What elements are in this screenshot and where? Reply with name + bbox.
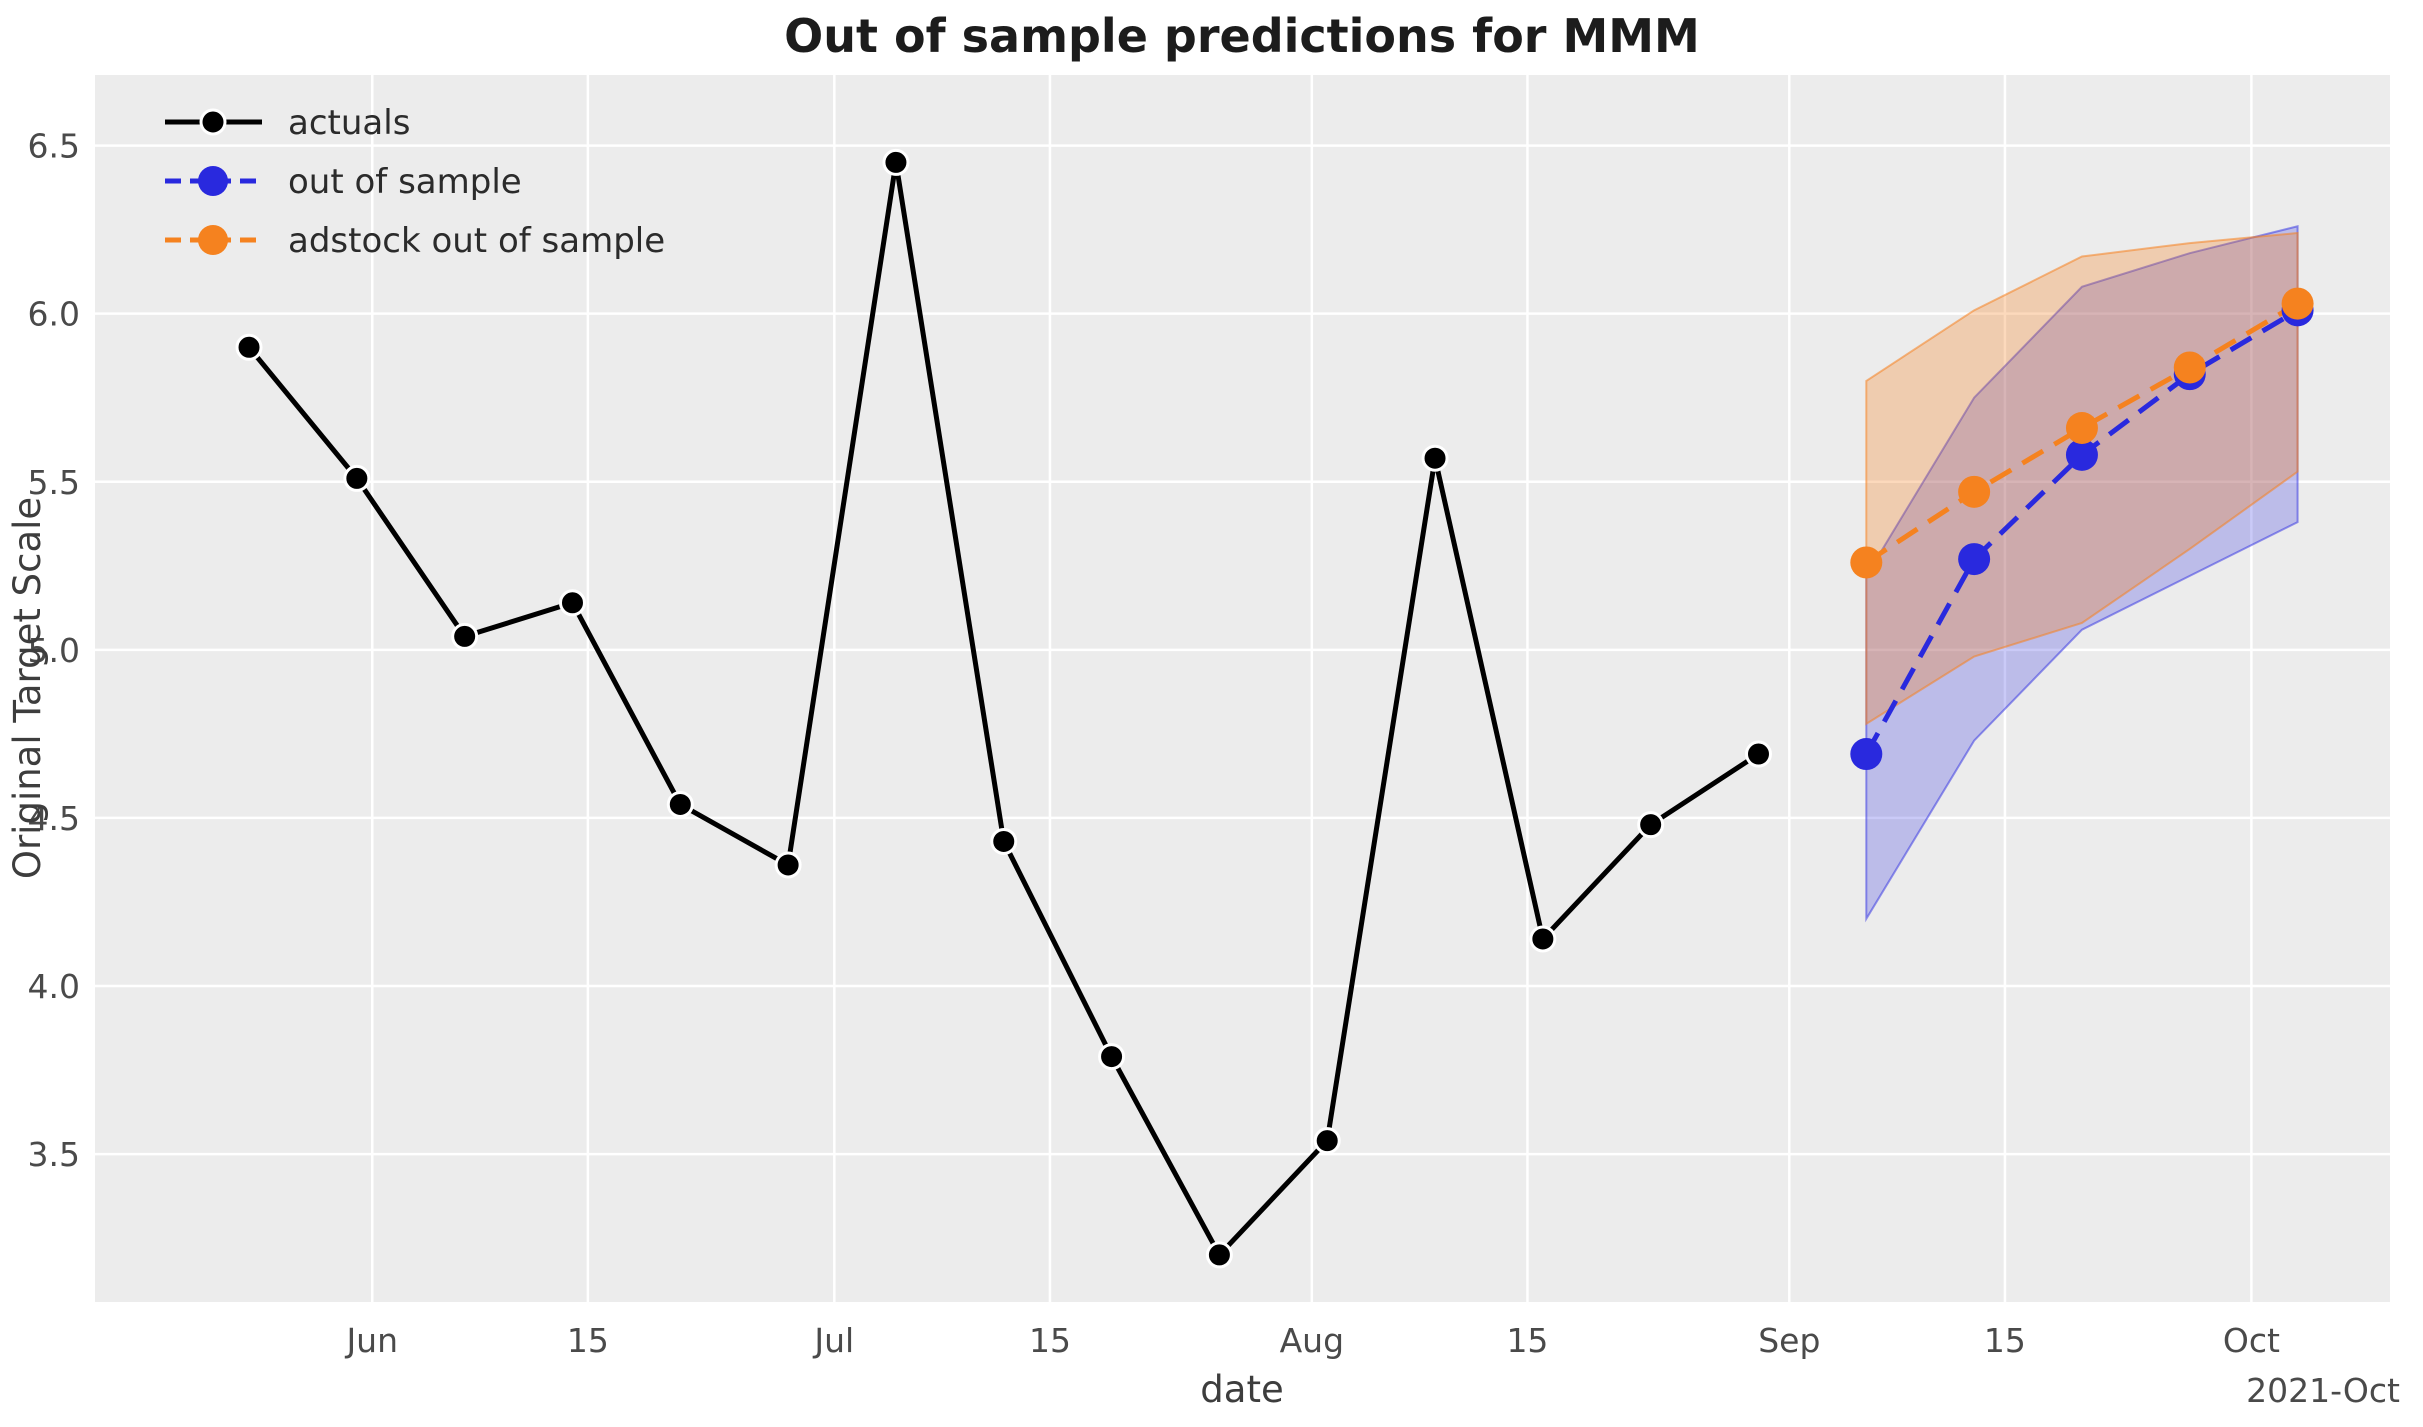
x-tick-label: 15: [567, 1321, 609, 1360]
legend-item: actuals: [165, 103, 410, 143]
y-tick-label: 3.5: [28, 1135, 80, 1174]
plot-background: [95, 75, 2390, 1302]
actuals-marker: [774, 851, 802, 879]
actuals-marker: [235, 333, 263, 361]
x-tick-label: Aug: [1280, 1321, 1344, 1360]
adstock-out-of-sample-marker: [1958, 475, 1991, 508]
y-tick-label: 4.5: [28, 799, 80, 838]
actuals-marker: [451, 622, 479, 650]
actuals-marker: [1205, 1241, 1233, 1269]
actuals-marker: [1098, 1043, 1126, 1071]
actuals-marker: [1637, 811, 1665, 839]
x-axis-label: date: [1200, 1368, 1283, 1411]
legend-item: adstock out of sample: [165, 221, 665, 261]
x-tick-label: Jul: [812, 1321, 854, 1360]
actuals-marker: [1529, 925, 1557, 953]
y-tick-label: 5.0: [28, 631, 80, 670]
actuals-marker: [558, 589, 586, 617]
legend-label: adstock out of sample: [288, 221, 665, 261]
x-tick-label: Oct: [2223, 1321, 2280, 1360]
actuals-marker: [1421, 444, 1449, 472]
legend-marker: [198, 166, 228, 196]
adstock-out-of-sample-marker: [1850, 546, 1883, 579]
adstock-out-of-sample-marker: [2173, 351, 2206, 384]
legend-marker: [199, 108, 227, 136]
adstock-out-of-sample-line: [1864, 301, 2299, 565]
legend: actuals out of sample adstock out of sampl…: [165, 103, 665, 261]
x-tick-label: Jun: [344, 1321, 398, 1360]
adstock-out-of-sample-marker: [2065, 411, 2098, 444]
actuals-marker: [1313, 1127, 1341, 1155]
out-of-sample-confidence-band: [1865, 224, 2299, 923]
actuals-marker: [343, 464, 371, 492]
y-axis-label: Original Target Scale: [6, 497, 49, 879]
chart-title: Out of sample predictions for MMM: [784, 9, 1700, 63]
actuals-marker: [882, 148, 910, 176]
actuals-marker: [1744, 740, 1772, 768]
x-tick-label: 15: [1506, 1321, 1548, 1360]
out-of-sample-marker: [1850, 738, 1883, 771]
adstock-out-of-sample-marker: [2281, 287, 2314, 320]
out-of-sample-marker: [1958, 543, 1991, 576]
y-tick-label: 4.0: [28, 967, 80, 1006]
actuals-marker: [666, 790, 694, 818]
x-tick-label: Sep: [1758, 1321, 1820, 1360]
y-tick-label: 6.5: [28, 127, 80, 166]
actuals-marker: [990, 827, 1018, 855]
x-tick-label: 15: [1029, 1321, 1071, 1360]
legend-item: out of sample: [165, 162, 522, 202]
legend-marker: [198, 225, 228, 255]
plot-area: Jun 15 Jul 15 Aug 15 Sep 15 Oct 3.5 4.0 4.5 5.0 5.5 6.…: [28, 75, 2390, 1360]
out-of-sample-marker: [2065, 438, 2098, 471]
x-axis-offset-label: 2021-Oct: [2246, 1371, 2400, 1410]
y-tick-label: 5.5: [28, 463, 80, 502]
legend-label: actuals: [288, 103, 410, 143]
legend-label: out of sample: [288, 162, 522, 202]
x-tick-label: 15: [1984, 1321, 2026, 1360]
y-tick-label: 6.0: [28, 295, 80, 334]
